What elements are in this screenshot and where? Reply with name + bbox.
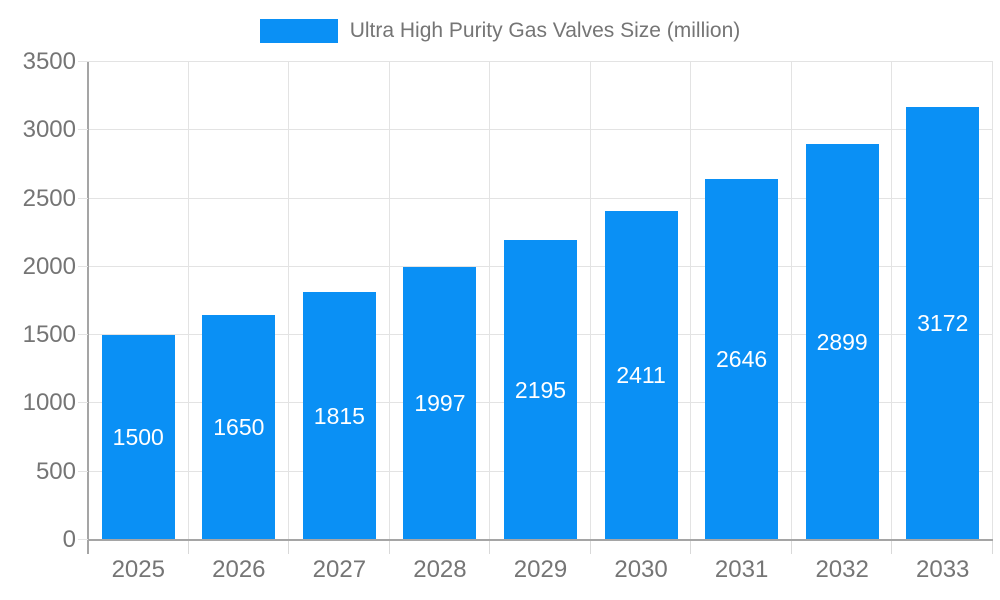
bar-value-label: 2195 [514,376,567,403]
y-axis-tick [78,61,88,62]
x-axis-tick [891,541,893,554]
y-axis-tick-label: 500 [35,457,76,485]
y-axis-tick-label: 2000 [22,252,76,280]
bar-2027[interactable]: 1815 [302,292,376,540]
bar-value-label: 2646 [716,345,768,372]
bar-2030[interactable]: 2411 [604,210,678,540]
x-axis-tick [589,541,591,554]
x-axis-tick [992,541,993,554]
h-gridline [88,129,993,131]
y-axis-tick-label: 0 [62,526,76,553]
y-axis-tick-label: 3500 [22,48,76,75]
v-gridline [891,62,893,540]
legend-swatch-icon [259,19,338,43]
v-gridline [992,62,993,540]
x-axis-tick [187,541,189,554]
bar-2026[interactable]: 1650 [202,314,276,540]
x-axis-tick [388,541,390,554]
bar-value-label: 1815 [313,402,365,429]
x-axis-tick-label: 2026 [212,556,266,583]
v-gridline [187,62,189,540]
x-axis-tick-label: 2028 [413,556,467,583]
y-axis-tick [78,334,88,336]
y-axis-tick [78,197,88,199]
x-axis-tick-label: 2033 [916,556,970,583]
v-gridline [589,62,591,540]
bar-value-label: 1650 [213,413,265,440]
y-axis-tick [78,470,88,472]
y-axis-tick-label: 1500 [22,321,76,349]
bar-2028[interactable]: 1997 [403,267,477,540]
y-axis-tick [78,402,88,404]
h-gridline [88,197,993,199]
y-axis-tick-label: 3000 [22,116,76,144]
bar-2032[interactable]: 2899 [805,144,879,540]
y-axis-tick [78,539,88,540]
bar-value-label: 3172 [917,309,969,336]
h-gridline [88,61,993,62]
legend-label: Ultra High Purity Gas Valves Size (milli… [349,19,741,42]
v-gridline [690,62,692,540]
bar-value-label: 1997 [414,390,466,417]
x-axis-tick-label: 2030 [614,556,668,583]
x-axis-line [87,539,993,541]
x-axis-tick-label: 2025 [111,556,165,583]
x-axis-tick [288,541,290,554]
y-axis-tick [78,265,88,267]
v-gridline [790,62,792,540]
x-axis-tick [87,541,88,554]
bar-value-label: 2411 [616,361,666,388]
y-axis-tick-label: 1000 [22,389,76,417]
bar-2031[interactable]: 2646 [705,178,779,540]
x-axis-tick [790,541,792,554]
y-axis-tick [78,129,88,131]
bar-2033[interactable]: 3172 [906,106,980,540]
plot-area: 1500 1650 1815 1997 2195 2411 2646 2899 3172 [88,61,993,540]
x-axis-tick-label: 2027 [312,556,367,583]
v-gridline [489,62,491,540]
v-gridline [388,62,390,540]
x-axis-tick-label: 2032 [815,556,869,583]
bar-2029[interactable]: 2195 [504,240,577,540]
y-axis-tick-label: 2500 [22,184,76,212]
x-axis-tick [690,541,692,554]
bar-value-label: 2899 [816,328,868,355]
x-axis-tick-label: 2031 [714,556,769,583]
x-axis-tick-label: 2029 [513,556,568,583]
bar-value-label: 1500 [112,424,164,451]
v-gridline [288,62,290,540]
legend[interactable]: Ultra High Purity Gas Valves Size (milli… [0,19,1000,43]
x-axis-tick [489,541,491,554]
y-axis-line [87,62,89,554]
bar-2025[interactable]: 1500 [101,335,175,540]
